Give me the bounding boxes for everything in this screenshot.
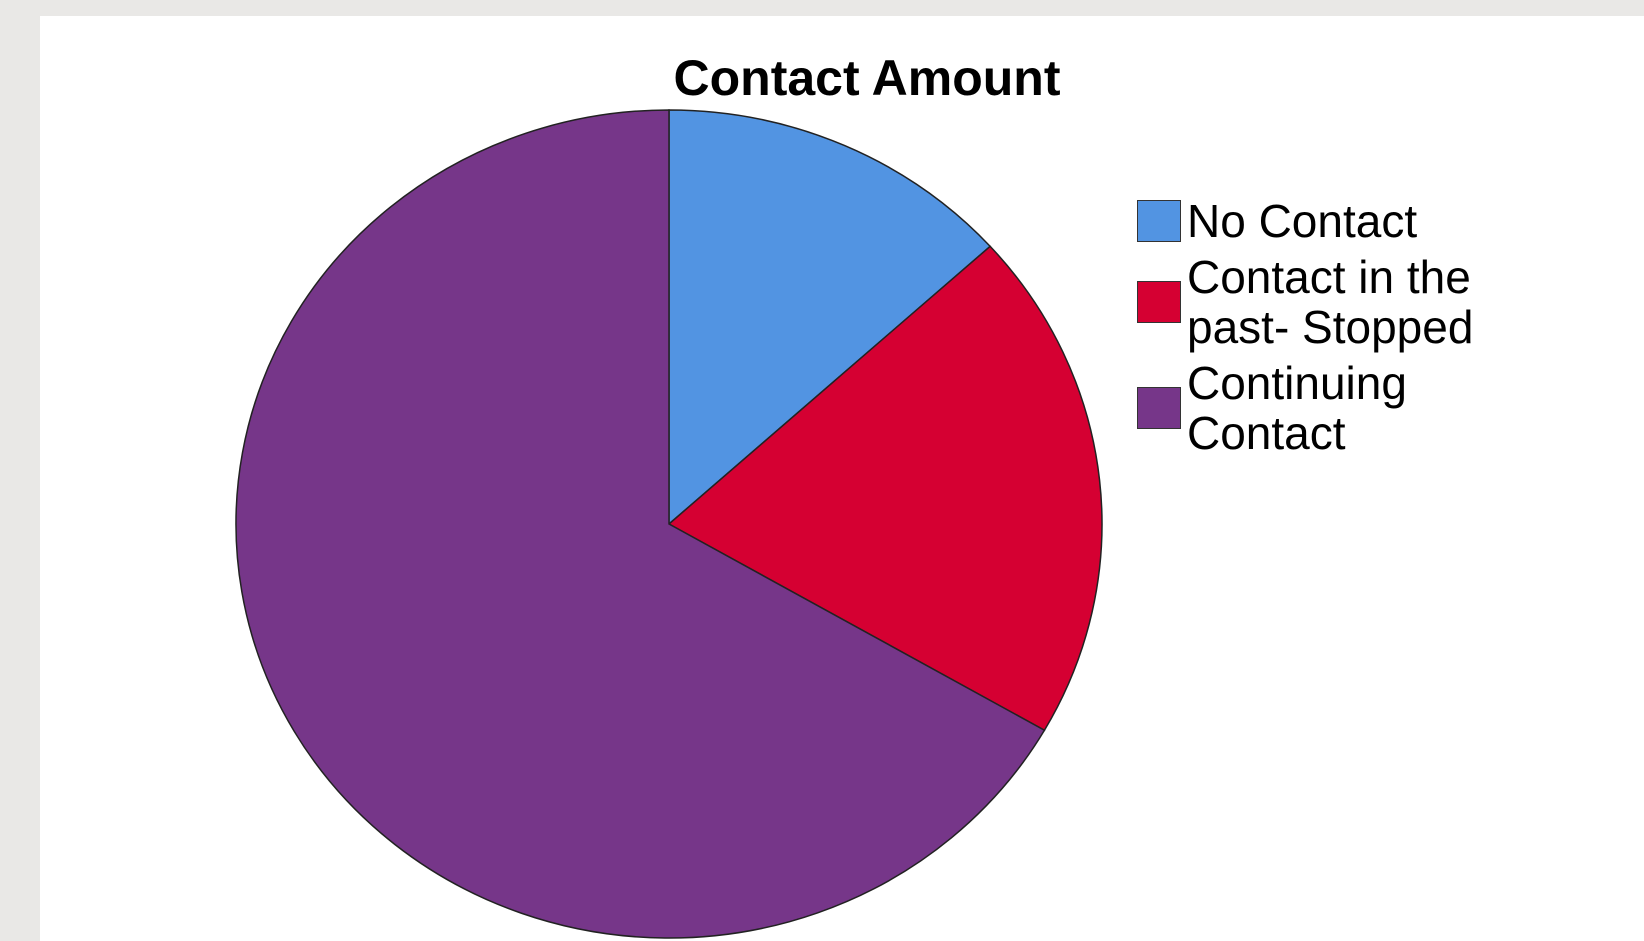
legend-swatch [1137, 387, 1181, 429]
legend-item: Continuing Contact [1137, 358, 1497, 458]
chart-title: Contact Amount [674, 50, 1061, 106]
legend-label: No Contact [1187, 195, 1418, 247]
legend: No Contact Contact in the past- Stopped Co… [1137, 196, 1497, 464]
legend-item: No Contact [1137, 196, 1497, 246]
legend-label: Continuing Contact [1187, 357, 1407, 459]
pie-slice [668, 109, 992, 526]
legend-label: Contact in the past- Stopped [1187, 251, 1474, 353]
legend-item: Contact in the past- Stopped [1137, 252, 1497, 352]
legend-swatch [1137, 281, 1181, 323]
pie-slice [235, 109, 1046, 939]
pie-slice [667, 245, 1103, 732]
legend-swatch [1137, 200, 1181, 242]
